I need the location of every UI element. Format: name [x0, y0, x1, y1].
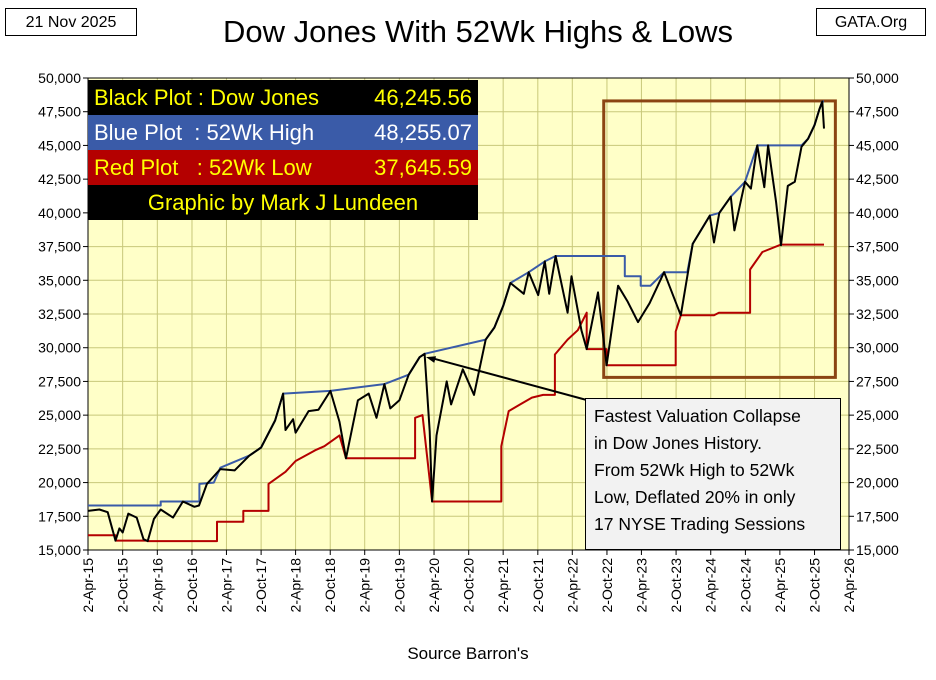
x-tick-label: 2-Oct-23 — [668, 558, 684, 613]
x-tick-label: 2-Apr-25 — [772, 558, 788, 613]
y-tick-label-left: 20,000 — [38, 475, 81, 491]
x-tick-label: 2-Apr-24 — [703, 558, 719, 613]
x-axis-label: Source Barron's — [407, 644, 529, 663]
legend-low: Red Plot : 52Wk Low 37,645.59 — [88, 150, 478, 185]
x-tick-label: 2-Oct-19 — [391, 558, 407, 613]
x-tick-label: 2-Oct-16 — [184, 558, 200, 613]
y-tick-label-left: 25,000 — [38, 407, 81, 423]
y-tick-label-left: 42,500 — [38, 171, 81, 187]
y-tick-label-right: 42,500 — [856, 171, 899, 187]
y-tick-label-left: 30,000 — [38, 340, 81, 356]
x-tick-label: 2-Apr-18 — [288, 558, 304, 613]
chart-title: Dow Jones With 52Wk Highs & Lows — [223, 14, 733, 49]
y-tick-label-left: 50,000 — [38, 70, 81, 86]
x-tick-label: 2-Apr-19 — [357, 558, 373, 613]
annotation-line: Low, Deflated 20% in only — [594, 487, 796, 507]
x-tick-label: 2-Apr-15 — [80, 558, 96, 613]
annotation-arrow-head — [426, 356, 437, 363]
highlight-box-layer — [602, 99, 837, 379]
annotation-line: in Dow Jones History. — [594, 433, 762, 453]
legend-low-value: 37,645.59 — [374, 155, 472, 180]
y-tick-label-right: 37,500 — [856, 239, 899, 255]
x-tick-label: 2-Apr-16 — [149, 558, 165, 613]
x-tick-label: 2-Oct-15 — [115, 558, 131, 613]
y-tick-label-left: 40,000 — [38, 205, 81, 221]
x-tick-label: 2-Apr-17 — [218, 558, 234, 613]
high-52wk-line — [88, 100, 824, 507]
legend-dow-label: Black Plot : Dow Jones — [94, 85, 319, 110]
legend-high-value: 48,255.07 — [374, 120, 472, 145]
y-tick-label-left: 15,000 — [38, 542, 81, 558]
y-tick-label-right: 27,500 — [856, 373, 899, 389]
legend-dow-value: 46,245.56 — [374, 85, 472, 110]
y-tick-label-right: 20,000 — [856, 475, 899, 491]
highlight-box — [602, 99, 837, 379]
date-label: 21 Nov 2025 — [5, 8, 137, 36]
y-tick-label-left: 22,500 — [38, 441, 81, 457]
y-tick-label-left: 17,500 — [38, 508, 81, 524]
y-tick-label-right: 50,000 — [856, 70, 899, 86]
legend: Black Plot : Dow Jones 46,245.56 Blue Pl… — [88, 80, 478, 220]
y-tick-label-left: 45,000 — [38, 137, 81, 153]
legend-dow: Black Plot : Dow Jones 46,245.56 — [88, 80, 478, 115]
x-axis: 2-Apr-15 2-Oct-15 2-Apr-16 2-Oct-16 2-Apr-17… — [80, 550, 857, 612]
y-tick-label-right: 30,000 — [856, 340, 899, 356]
x-tick-label: 2-Apr-21 — [495, 558, 511, 613]
y-tick-label-right: 47,500 — [856, 104, 899, 120]
y-tick-label-left: 32,500 — [38, 306, 81, 322]
x-tick-label: 2-Oct-18 — [322, 558, 338, 613]
legend-high: Blue Plot : 52Wk High 48,255.07 — [88, 115, 478, 150]
y-tick-label-right: 15,000 — [856, 542, 899, 558]
x-tick-label: 2-Apr-23 — [633, 558, 649, 613]
x-tick-label: 2-Apr-20 — [426, 558, 442, 613]
low-52wk-line — [88, 243, 824, 543]
annotation-line: From 52Wk High to 52Wk — [594, 460, 795, 480]
y-axis-left: 15,000 17,500 20,000 22,500 25,000 27,500 30,0… — [38, 70, 88, 558]
legend-high-label: Blue Plot : 52Wk High — [94, 120, 315, 145]
x-tick-label: 2-Oct-25 — [807, 558, 823, 613]
y-tick-label-left: 35,000 — [38, 272, 81, 288]
y-tick-label-left: 37,500 — [38, 239, 81, 255]
y-tick-label-right: 17,500 — [856, 508, 899, 524]
x-tick-label: 2-Apr-22 — [564, 558, 580, 613]
dow-jones-line — [87, 100, 825, 543]
annotation-box: Fastest Valuation Collapse in Dow Jones … — [585, 398, 841, 550]
annotation-arrow-shaft — [431, 357, 604, 406]
y-tick-label-right: 35,000 — [856, 272, 899, 288]
legend-credit-text: Graphic by Mark J Lundeen — [147, 190, 419, 215]
legend-low-label: Red Plot : 52Wk Low — [94, 155, 312, 180]
x-tick-label: 2-Oct-22 — [599, 558, 615, 613]
x-tick-label: 2-Apr-26 — [841, 558, 857, 613]
annotation-arrow-layer — [426, 356, 604, 406]
y-tick-label-right: 45,000 — [856, 137, 899, 153]
y-tick-label-left: 47,500 — [38, 104, 81, 120]
source-site-label: GATA.Org — [816, 8, 926, 36]
x-tick-label: 2-Oct-17 — [253, 558, 269, 613]
y-tick-label-right: 32,500 — [856, 306, 899, 322]
y-tick-label-left: 27,500 — [38, 373, 81, 389]
x-tick-label: 2-Oct-21 — [530, 558, 546, 613]
y-tick-label-right: 40,000 — [856, 205, 899, 221]
annotation-line: 17 NYSE Trading Sessions — [594, 514, 806, 534]
legend-credit: Graphic by Mark J Lundeen — [88, 185, 478, 220]
annotation-line: Fastest Valuation Collapse — [594, 406, 801, 426]
x-tick-label: 2-Oct-20 — [461, 558, 477, 613]
series-lines — [87, 100, 825, 543]
y-tick-label-right: 22,500 — [856, 441, 899, 457]
y-axis-right: 15,000 17,500 20,000 22,500 25,000 27,500 30,0… — [849, 70, 899, 558]
y-tick-label-right: 25,000 — [856, 407, 899, 423]
x-tick-label: 2-Oct-24 — [737, 558, 753, 613]
